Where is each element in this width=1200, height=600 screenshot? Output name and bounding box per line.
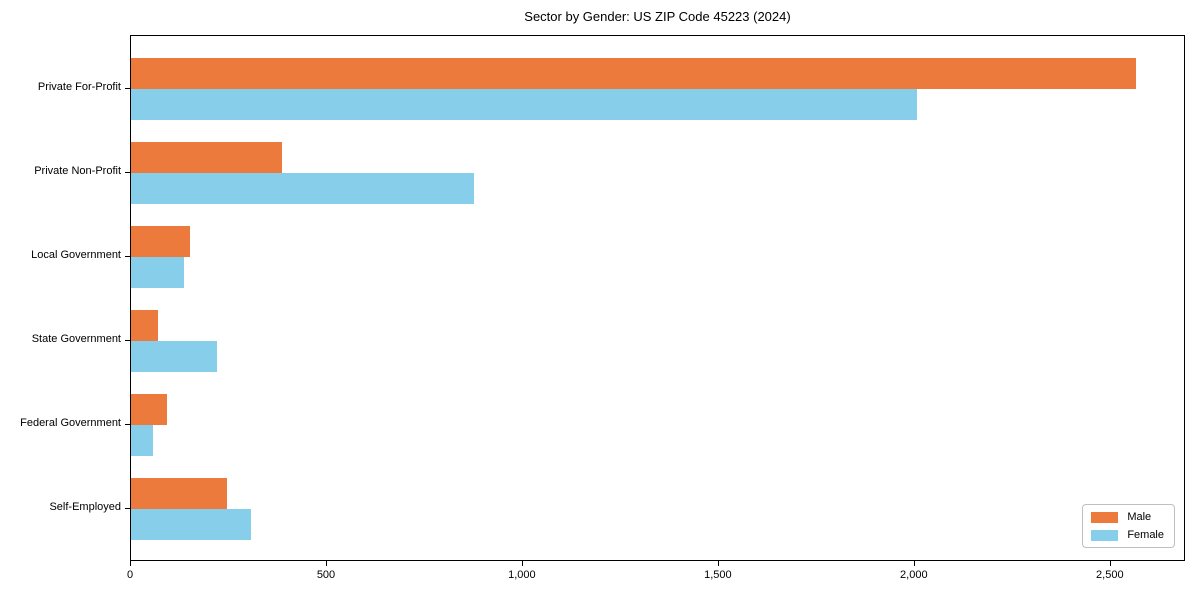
bar-female-federal-government <box>131 425 153 456</box>
x-tick-1000 <box>521 561 523 566</box>
male-legend-label: Male <box>1127 511 1152 523</box>
x-tick-label-500: 500 <box>316 569 336 581</box>
bar-male-federal-government <box>131 394 168 425</box>
y-axis-label-local-government: Local Government <box>31 249 121 261</box>
y-tick-state-government <box>125 340 130 341</box>
chart-title: Sector by Gender: US ZIP Code 45223 (202… <box>524 9 791 24</box>
bar-female-local-government <box>131 257 185 288</box>
x-tick-2500 <box>1109 561 1111 566</box>
bar-female-state-government <box>131 341 218 372</box>
bar-male-self-employed <box>131 478 227 509</box>
x-tick-1500 <box>717 561 719 566</box>
y-axis-label-state-government: State Government <box>31 333 121 345</box>
legend: Male Female <box>1082 504 1175 548</box>
y-axis-label-private-non-profit: Private Non-Profit <box>34 165 121 177</box>
bar-female-private-non-profit <box>131 173 474 204</box>
y-tick-private-non-profit <box>125 172 130 173</box>
plot-area: Male Female <box>130 35 1185 561</box>
x-tick-label-0: 0 <box>126 569 134 581</box>
y-axis-label-self-employed: Self-Employed <box>49 501 121 513</box>
bar-female-self-employed <box>131 509 251 540</box>
x-tick-label-1000: 1,000 <box>508 569 536 581</box>
x-tick-label-2500: 2,500 <box>1096 569 1124 581</box>
x-tick-2000 <box>913 561 915 566</box>
male-legend-swatch <box>1091 511 1119 523</box>
female-legend-swatch <box>1091 529 1119 541</box>
x-tick-500 <box>326 561 327 566</box>
y-axis-label-federal-government: Federal Government <box>20 417 121 429</box>
y-tick-self-employed <box>125 508 130 509</box>
y-axis-label-private-for-profit: Private For-Profit <box>37 81 121 93</box>
x-tick-label-2000: 2,000 <box>900 569 928 581</box>
y-tick-federal-government <box>125 424 130 425</box>
bar-female-private-for-profit <box>131 89 917 120</box>
bar-male-local-government <box>131 226 190 257</box>
legend-item-female: Female <box>1091 529 1164 541</box>
y-tick-private-for-profit <box>125 88 130 89</box>
y-tick-local-government <box>125 256 130 257</box>
legend-item-male: Male <box>1091 511 1164 523</box>
bar-male-private-for-profit <box>131 58 1136 89</box>
x-tick-label-1500: 1,500 <box>704 569 732 581</box>
bar-male-private-non-profit <box>131 142 282 173</box>
female-legend-label: Female <box>1127 529 1164 541</box>
x-tick-0 <box>130 561 131 566</box>
bars-layer <box>131 36 1184 560</box>
bar-male-state-government <box>131 310 159 341</box>
